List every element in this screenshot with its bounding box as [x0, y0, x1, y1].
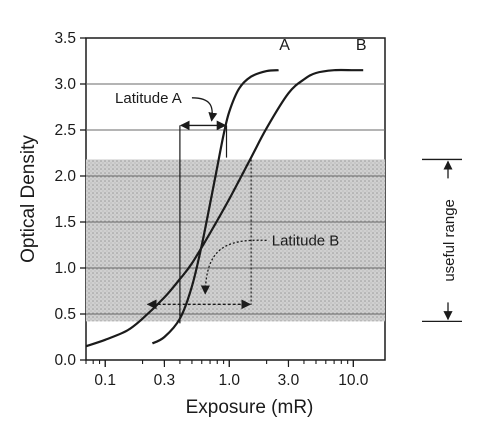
x-tick-label: 1.0	[218, 372, 240, 389]
y-tick-label: 3.5	[54, 30, 76, 47]
useful-range-label: useful range	[441, 199, 458, 282]
y-tick-label: 2.0	[54, 168, 76, 185]
x-axis-title: Exposure (mR)	[186, 397, 314, 418]
x-axis-ticks: 0.1 0.3 1.0 3.0 10.0	[85, 360, 369, 389]
y-tick-label: 0.5	[54, 306, 76, 323]
latitude-b-bracket	[146, 159, 267, 324]
y-axis-ticks: 0.0 0.5 1.0 1.5 2.0 2.5 3.0 3.5	[54, 30, 86, 369]
y-tick-label: 1.0	[54, 260, 76, 277]
y-tick-label: 0.0	[54, 352, 76, 369]
x-tick-label: 0.3	[154, 372, 176, 389]
y-tick-label: 1.5	[54, 214, 76, 231]
latitude-a-bracket	[179, 97, 228, 324]
y-tick-label: 2.5	[54, 122, 76, 139]
curve-b-label: B	[356, 37, 367, 54]
latitude-b-label: Latitude B	[272, 232, 340, 249]
useful-range-band	[86, 159, 385, 322]
curve-a-label: A	[279, 37, 290, 54]
y-tick-label: 3.0	[54, 76, 76, 93]
useful-range-bracket: useful range	[422, 158, 462, 323]
x-tick-label: 10.0	[338, 372, 369, 389]
x-tick-label: 0.1	[94, 372, 116, 389]
latitude-a-label: Latitude A	[115, 90, 182, 107]
curve-b-line	[85, 68, 364, 348]
curve-a-line	[151, 69, 279, 345]
x-tick-label: 3.0	[278, 372, 300, 389]
grid-lines	[86, 83, 385, 315]
latitude-a-pointer	[191, 97, 218, 122]
latitude-b-pointer	[200, 239, 267, 295]
y-axis-title: Optical Density	[18, 135, 39, 263]
